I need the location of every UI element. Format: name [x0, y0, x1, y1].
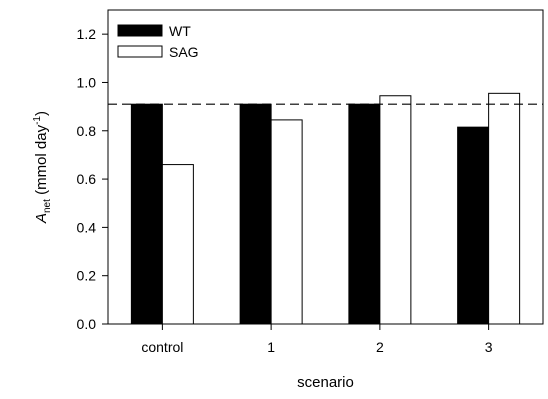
x-tick-label: control — [141, 339, 183, 355]
y-axis-label-units: (mmol day — [33, 124, 50, 199]
plot-frame — [107, 9, 544, 325]
y-tick-label: 1.0 — [77, 74, 97, 90]
x-axis-ticks: control 1 2 3 — [141, 324, 493, 355]
y-axis-label-main: A — [33, 213, 50, 224]
y-tick-label: 1.2 — [77, 26, 97, 42]
x-tick-label: 2 — [376, 339, 384, 355]
legend-swatch-sag — [117, 45, 163, 58]
bar-wt-2 — [348, 103, 381, 325]
y-axis-label-close: ) — [33, 111, 50, 116]
y-axis-label-sub: net — [42, 199, 53, 213]
y-tick-label: 0.2 — [77, 268, 97, 284]
y-axis-label: Anet (mmol day-1) — [32, 111, 53, 224]
legend-swatch-wt — [117, 24, 163, 37]
x-tick-label: 1 — [267, 339, 275, 355]
legend-label-sag: SAG — [169, 44, 199, 60]
bar-sag-1 — [270, 119, 303, 325]
y-axis-label-sup: -1 — [32, 116, 43, 125]
y-tick-label: 0.0 — [77, 316, 97, 332]
bar-sag-control — [161, 164, 194, 325]
bar-sag-3 — [488, 92, 521, 325]
bar-wt-3 — [457, 126, 490, 325]
legend: WT SAG — [117, 23, 199, 60]
y-axis-ticks: 0.0 0.2 0.4 0.6 0.8 1.0 1.2 — [77, 26, 108, 332]
bar-wt-1 — [239, 103, 272, 325]
x-axis-label: scenario — [297, 374, 354, 391]
y-tick-label: 0.4 — [77, 219, 97, 235]
y-tick-label: 0.6 — [77, 171, 97, 187]
bar-sag-2 — [379, 95, 412, 325]
x-tick-label: 3 — [485, 339, 493, 355]
y-tick-label: 0.8 — [77, 123, 97, 139]
bar-wt-control — [130, 103, 163, 325]
bars-group — [130, 92, 521, 325]
legend-label-wt: WT — [169, 23, 191, 39]
